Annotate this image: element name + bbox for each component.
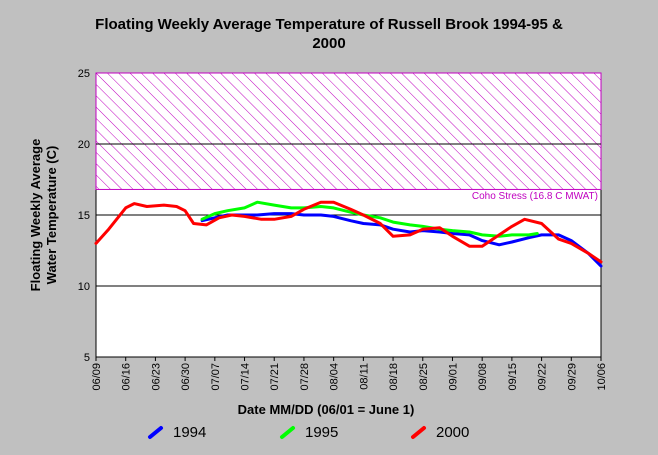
grid-lines	[96, 143, 601, 287]
x-tick-label: 06/30	[180, 363, 192, 391]
x-tick-label: 06/16	[121, 363, 133, 391]
x-tick-label: 10/06	[596, 363, 608, 391]
chart-title-line1: Floating Weekly Average Temperature of R…	[95, 16, 563, 33]
legend-swatch-1995	[280, 426, 295, 439]
y-tick-label: 20	[78, 139, 90, 151]
x-tick-label: 09/29	[566, 363, 578, 391]
x-tick-label: 07/21	[269, 363, 281, 391]
x-axis-title: Date MM/DD (06/01 = June 1)	[238, 402, 415, 417]
y-tick-label: 5	[84, 352, 90, 364]
y-tick-label: 15	[78, 210, 90, 222]
y-axis-title-line2: Water Temperature (C)	[44, 146, 59, 285]
x-tick-label: 08/25	[418, 363, 430, 391]
stress-annotation-label: Coho Stress (16.8 C MWAT)	[472, 191, 598, 202]
x-tick-label: 08/11	[358, 363, 370, 390]
x-axis-ticks: 06/09 06/16 06/23 06/30 07/07 07/14 07/21 07/28…	[91, 357, 608, 391]
x-tick-label: 09/01	[447, 363, 459, 391]
y-axis-title-line1: Floating Weekly Average	[28, 139, 43, 292]
x-tick-label: 06/09	[91, 363, 103, 391]
x-tick-label: 07/14	[240, 363, 252, 391]
coho-stress-zone	[95, 72, 602, 190]
chart-title-line2: 2000	[312, 35, 345, 52]
x-tick-label: 09/15	[507, 363, 519, 391]
x-tick-label: 07/28	[299, 363, 311, 391]
y-tick-label: 25	[78, 68, 90, 80]
x-tick-label: 09/08	[477, 363, 489, 391]
stress-zone-band	[95, 72, 602, 190]
x-tick-label: 07/07	[210, 363, 222, 391]
series-line-2000	[94, 200, 603, 264]
y-axis-title: Floating Weekly Average Water Temperatur…	[28, 139, 59, 292]
legend-label-2000: 2000	[436, 424, 469, 441]
x-tick-label: 06/23	[150, 363, 162, 391]
x-tick-label: 09/22	[537, 363, 549, 391]
legend-label-1994: 1994	[173, 424, 206, 441]
series-line-1995	[200, 200, 539, 238]
legend-swatch-1994	[148, 426, 163, 439]
legend-swatch-2000	[411, 426, 426, 439]
legend-label-1995: 1995	[305, 424, 338, 441]
x-tick-label: 08/18	[388, 363, 400, 391]
x-tick-label: 08/04	[329, 363, 341, 391]
legend: 1994 1995 2000	[148, 424, 469, 441]
series-line-1994	[200, 212, 603, 268]
y-tick-label: 10	[78, 281, 90, 293]
series-lines	[94, 200, 603, 268]
y-axis-ticks: 5 10 15 20 25	[78, 68, 90, 364]
